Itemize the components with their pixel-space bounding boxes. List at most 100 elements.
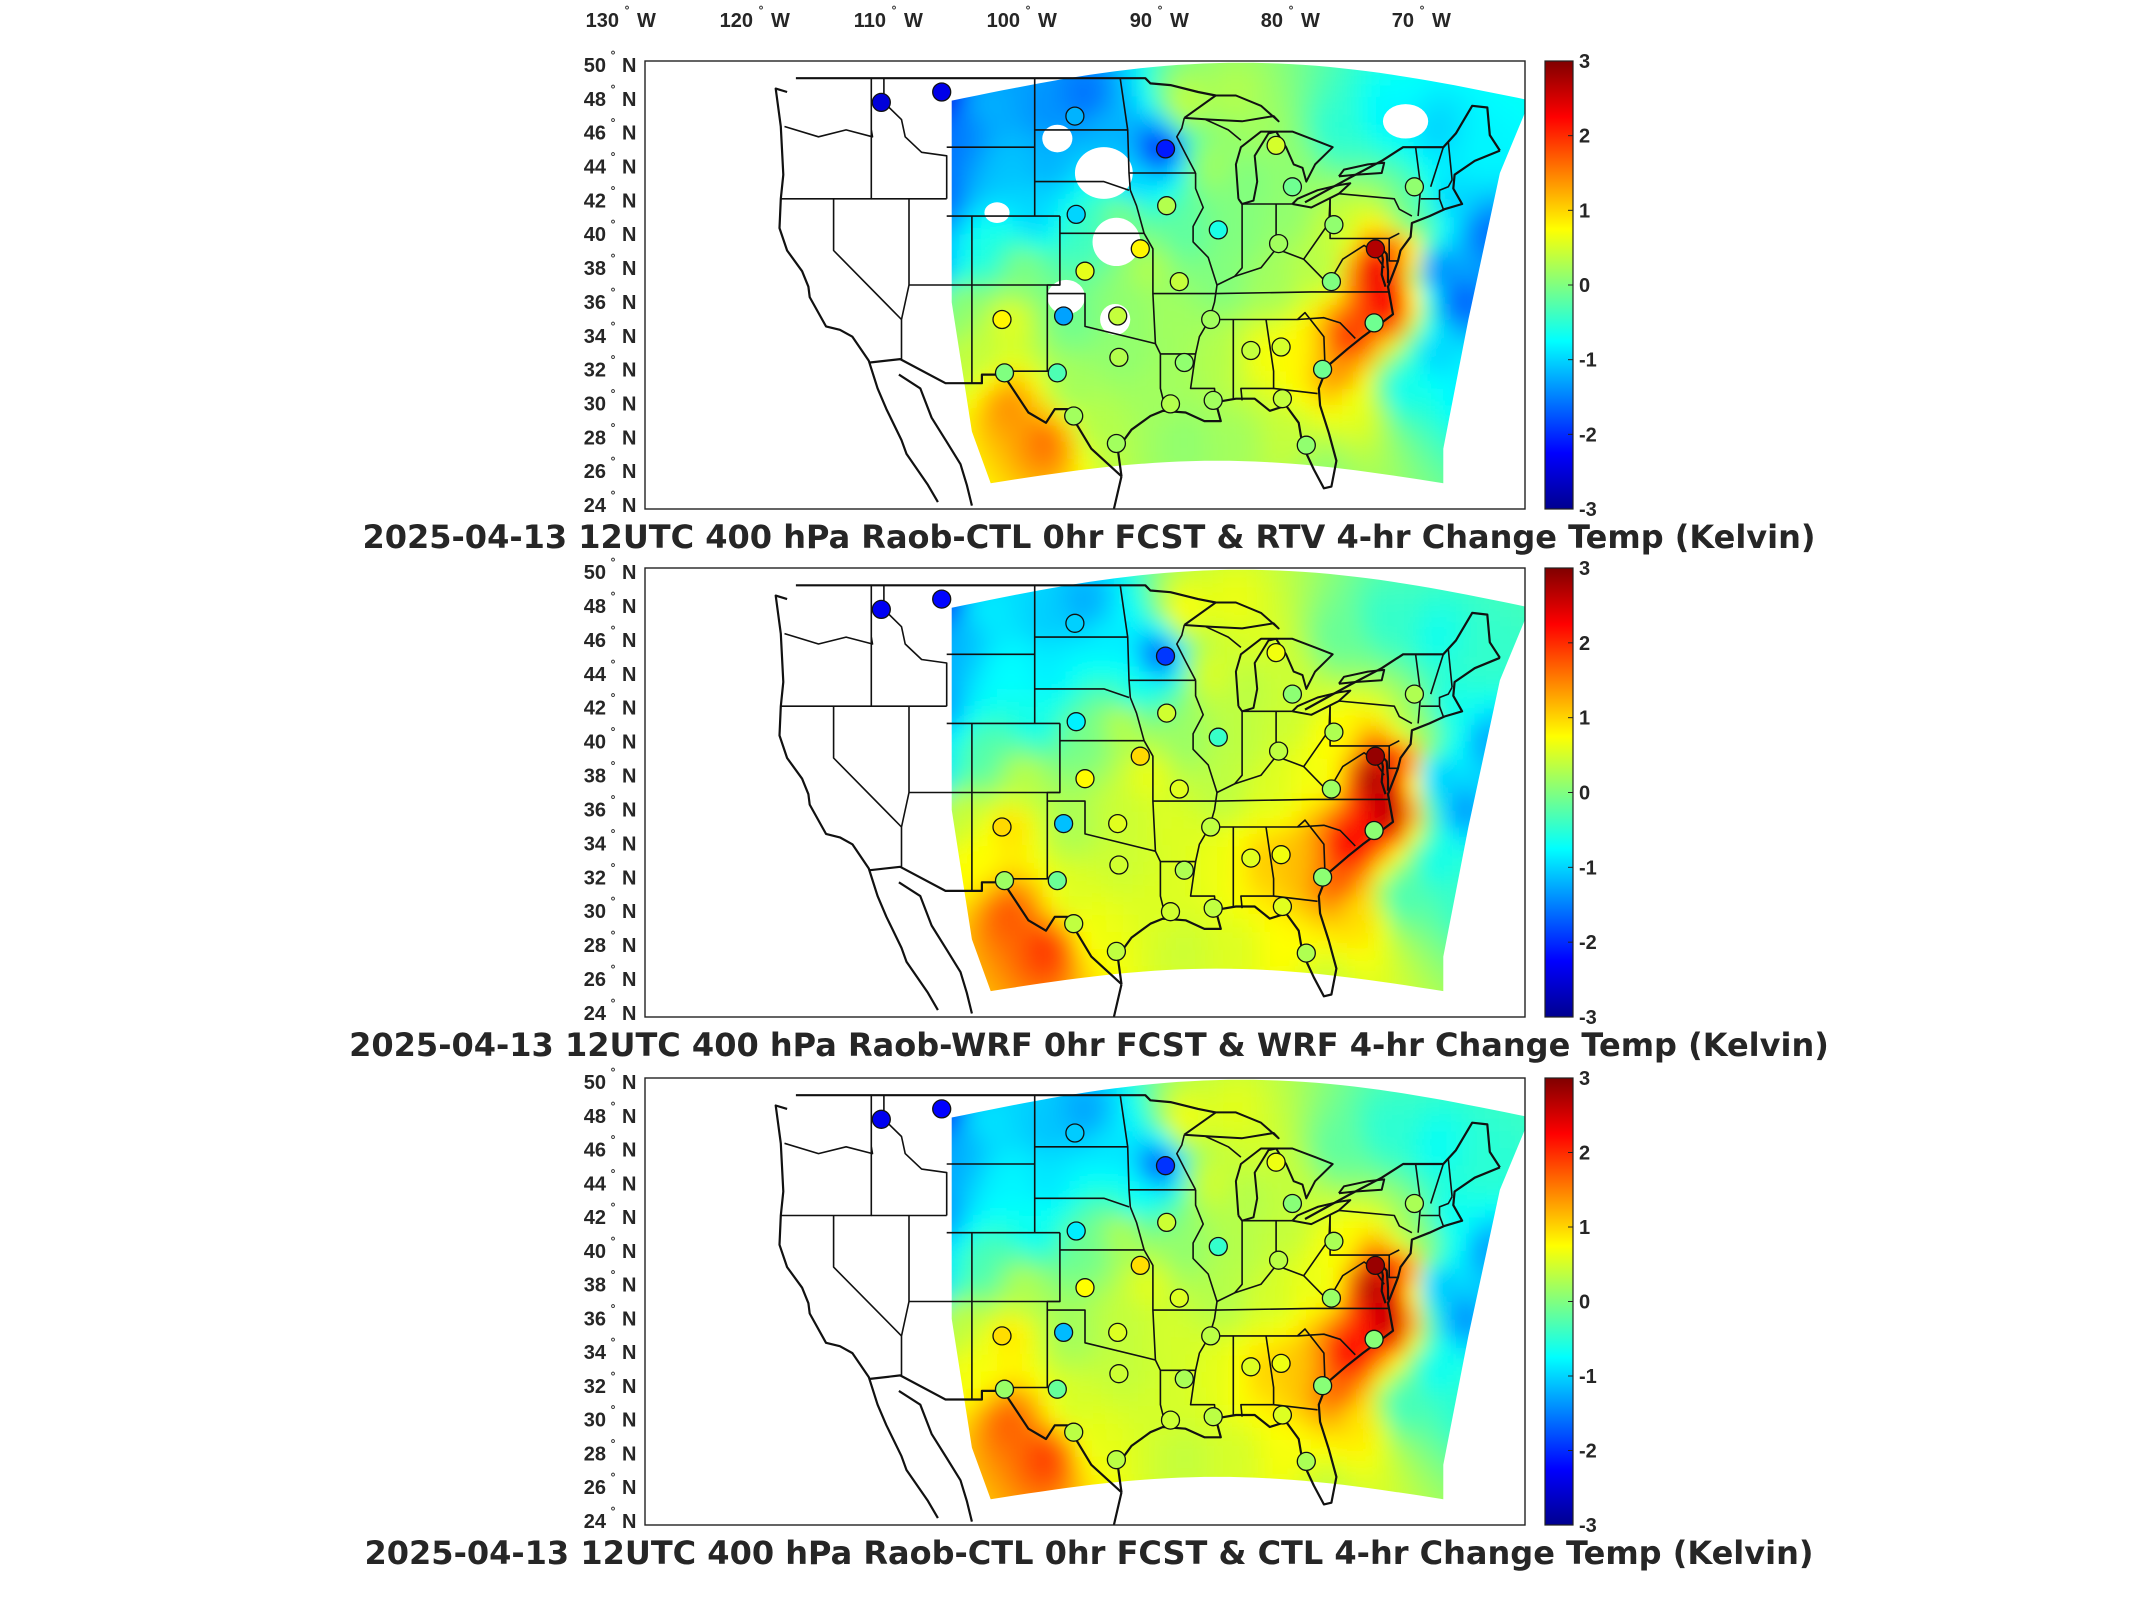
raob-station-marker: [1241, 340, 1261, 361]
map-panel-wrf: 50 ° N48 ° N46 ° N44 ° N42 ° N40 ° N38 ° N36 ° N34 ° N32 ° N…: [349, 555, 1829, 1064]
raob-station-marker: [1268, 233, 1289, 254]
raob-station-marker: [1268, 1250, 1289, 1270]
raob-station-marker: [1201, 1326, 1221, 1346]
raob-station-marker: [1169, 779, 1189, 799]
latitude-value: 42: [584, 1207, 606, 1229]
latitude-hemisphere: N: [622, 1241, 636, 1263]
map-frame: [644, 60, 1526, 510]
latitude-value: 30: [584, 901, 606, 923]
latitude-value: 34: [584, 326, 607, 348]
latitude-value: 30: [584, 393, 606, 415]
latitude-label: 28 ° N: [584, 1436, 637, 1465]
degree-symbol: °: [759, 3, 764, 17]
degree-symbol: °: [611, 1369, 616, 1383]
raob-station-marker: [1365, 1255, 1386, 1276]
degree-symbol: °: [611, 792, 616, 806]
degree-symbol: °: [611, 996, 616, 1010]
raob-station-marker: [1271, 337, 1291, 357]
latitude-value: 28: [584, 935, 606, 957]
raob-station-marker: [1201, 309, 1221, 330]
latitude-label: 34 ° N: [584, 319, 637, 348]
colorbar: 3 2 1 0 -1 -2 -3: [1544, 1068, 1597, 1537]
raob-station-marker: [1404, 684, 1425, 704]
latitude-label: 24 ° N: [584, 488, 637, 517]
latitude-hemisphere: N: [622, 969, 636, 991]
degree-symbol: °: [611, 1403, 616, 1417]
latitude-label: 36 ° N: [584, 285, 637, 314]
latitude-value: 44: [584, 1173, 607, 1195]
map-panel-ctl: 50 ° N48 ° N46 ° N44 ° N42 ° N40 ° N38 ° N36 ° N34 ° N32 ° N…: [365, 1065, 1814, 1572]
longitude-value: 110: [854, 10, 886, 32]
latitude-label: 36 ° N: [584, 792, 637, 821]
raob-station-marker: [1266, 135, 1286, 156]
latitude-label: 50 ° N: [584, 555, 637, 584]
latitude-value: 50: [584, 562, 606, 584]
raob-station-marker: [871, 1109, 891, 1129]
longitude-value: 90: [1130, 10, 1152, 32]
latitude-label: 38 ° N: [584, 1268, 637, 1297]
latitude-value: 42: [584, 698, 606, 720]
latitude-hemisphere: N: [622, 427, 636, 449]
raob-station-marker: [1324, 1231, 1344, 1251]
raob-station-marker: [1271, 1353, 1291, 1374]
raob-station-marker: [1365, 746, 1386, 766]
colorbar-tick-label: 1: [1579, 708, 1590, 730]
missing-data-gap: [1047, 279, 1085, 315]
latitude-hemisphere: N: [622, 123, 636, 145]
raob-station-marker: [1053, 1322, 1074, 1343]
latitude-value: 40: [584, 1241, 606, 1263]
raob-station-marker: [1321, 779, 1342, 799]
raob-station-marker: [1404, 1193, 1425, 1214]
latitude-hemisphere: N: [622, 89, 636, 111]
latitude-hemisphere: N: [622, 1511, 636, 1533]
latitude-label: 42 ° N: [584, 691, 637, 720]
latitude-label: 30 ° N: [584, 894, 637, 923]
raob-station-marker: [1047, 870, 1067, 891]
raob-station-marker: [1266, 1152, 1286, 1172]
degree-symbol: °: [611, 1470, 616, 1484]
geographic-boundaries: [774, 77, 1501, 509]
raob-station-marker: [1109, 855, 1129, 875]
longitude-label: 80 ° W: [1261, 3, 1320, 32]
panel-title: 2025-04-13 12UTC 400 hPa Raob-CTL 0hr FC…: [365, 1534, 1814, 1572]
map-frame: [644, 1077, 1526, 1526]
latitude-value: 48: [584, 89, 606, 111]
latitude-tick-labels: 50 ° N 48 ° N 46 ° N 44 ° N 42 ° N 40 ° N 38 ° N 36 ° N 34 ° N 32 ° N…: [584, 555, 637, 1025]
missing-data-gap: [984, 202, 1010, 223]
latitude-value: 36: [584, 292, 606, 314]
raob-station-marker: [1364, 820, 1384, 841]
latitude-label: 42 ° N: [584, 183, 637, 212]
colorbar: 3 2 1 0 -1 -2 -3: [1544, 51, 1597, 521]
raob-station-marker: [992, 817, 1012, 837]
raob-station-marker: [1047, 1379, 1067, 1399]
latitude-value: 30: [584, 1410, 606, 1432]
degree-symbol: °: [611, 386, 616, 400]
latitude-label: 40 ° N: [584, 1234, 637, 1263]
degree-symbol: °: [611, 928, 616, 942]
raob-station-marker: [1064, 914, 1084, 934]
raob-station-marker: [1157, 1212, 1177, 1233]
colorbar-tick-label: -2: [1579, 932, 1597, 954]
degree-symbol: °: [625, 3, 630, 17]
raob-station-marker: [1296, 435, 1316, 455]
raob-station-marker: [1066, 204, 1086, 225]
degree-symbol: °: [611, 285, 616, 299]
raob-station-marker: [1268, 741, 1289, 761]
degree-symbol: °: [611, 691, 616, 705]
degree-symbol: °: [611, 150, 616, 164]
latitude-value: 50: [584, 55, 606, 77]
raob-station-marker: [1203, 1407, 1223, 1427]
latitude-hemisphere: N: [622, 732, 636, 754]
latitude-label: 46 ° N: [584, 623, 637, 652]
latitude-label: 26 ° N: [584, 454, 637, 483]
map-frame: [644, 567, 1526, 1018]
latitude-hemisphere: N: [622, 935, 636, 957]
raob-station-marker: [992, 1326, 1012, 1346]
degree-symbol: °: [611, 1504, 616, 1518]
raob-station-marker: [1365, 239, 1386, 259]
latitude-hemisphere: N: [622, 190, 636, 212]
latitude-label: 44 ° N: [584, 150, 637, 179]
longitude-label: 100 ° W: [987, 3, 1057, 32]
raob-station-marker: [1053, 813, 1074, 834]
